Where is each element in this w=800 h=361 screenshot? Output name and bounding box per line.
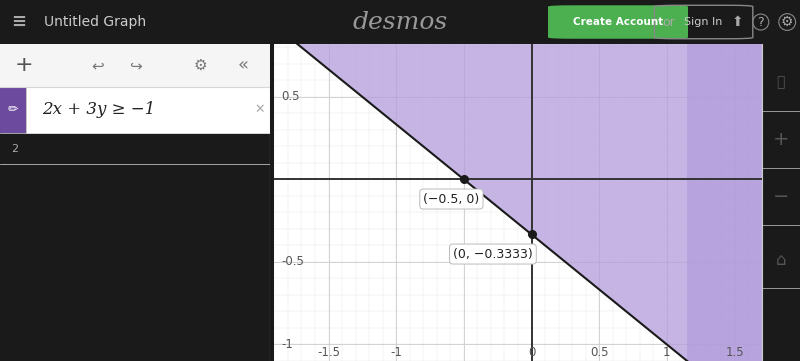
Text: 2x + 3y ≥ −1: 2x + 3y ≥ −1 xyxy=(42,101,155,118)
Text: 1.5: 1.5 xyxy=(726,346,744,359)
Text: ≡: ≡ xyxy=(11,13,26,31)
Text: 2: 2 xyxy=(11,144,18,154)
Text: (−0.5, 0): (−0.5, 0) xyxy=(423,192,479,205)
Text: ✕: ✕ xyxy=(254,103,265,116)
Text: ↩: ↩ xyxy=(91,58,104,73)
Text: Sign In: Sign In xyxy=(685,17,722,27)
Text: +: + xyxy=(15,56,34,75)
Text: ⌂: ⌂ xyxy=(775,251,786,269)
Bar xyxy=(0,87,26,133)
Text: 0: 0 xyxy=(528,346,535,359)
Text: -1: -1 xyxy=(281,338,293,351)
Bar xyxy=(0,44,270,87)
Text: 1: 1 xyxy=(663,346,670,359)
Text: ⚙: ⚙ xyxy=(781,15,794,29)
Text: -0.5: -0.5 xyxy=(281,256,304,269)
Text: 🔧: 🔧 xyxy=(777,75,785,89)
Text: ↪: ↪ xyxy=(129,58,142,73)
Text: Untitled Graph: Untitled Graph xyxy=(44,15,146,29)
Text: (0, −0.3333): (0, −0.3333) xyxy=(453,248,533,261)
Text: «: « xyxy=(238,56,249,74)
Text: ⬆: ⬆ xyxy=(732,15,743,29)
Text: ✏: ✏ xyxy=(7,103,18,116)
Text: Create Account: Create Account xyxy=(573,17,663,27)
Text: −: − xyxy=(773,187,789,206)
Bar xyxy=(26,87,270,133)
Text: 0.5: 0.5 xyxy=(281,90,300,103)
Text: or: or xyxy=(662,16,675,29)
Text: 0.5: 0.5 xyxy=(590,346,609,359)
Text: desmos: desmos xyxy=(352,10,448,34)
Text: -1.5: -1.5 xyxy=(317,346,340,359)
Text: +: + xyxy=(773,130,789,149)
FancyBboxPatch shape xyxy=(548,5,688,39)
Text: ?: ? xyxy=(758,16,764,29)
Text: -1: -1 xyxy=(390,346,402,359)
Text: ⚙: ⚙ xyxy=(194,58,207,73)
